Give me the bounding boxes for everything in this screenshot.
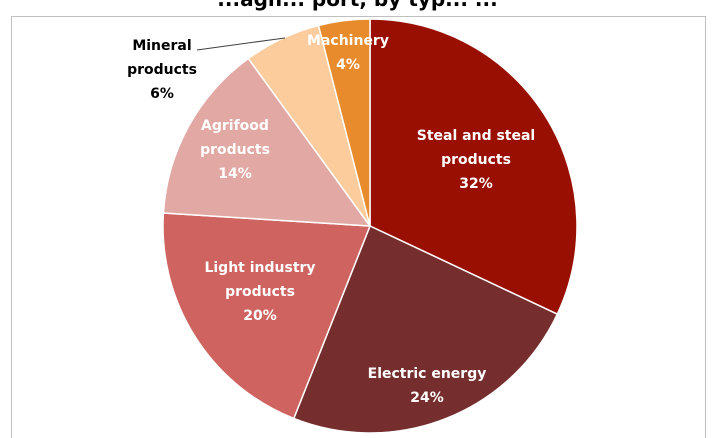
leader-line-4 [196,37,286,51]
chart-frame [11,16,706,438]
slice-label-5-line-1: 4% [336,57,360,73]
slice-label-4-line-0: Mineral [132,38,191,54]
slice-label-2-line-2: 20% [243,308,277,324]
pie-slice-3 [162,57,372,227]
pie-slice-2 [162,212,372,420]
slice-label-2-line-0: Light industry [204,260,315,276]
slice-label-0-line-1: products [441,152,511,168]
slice-label-1-line-0: Electric energy [368,366,487,382]
slice-label-3-line-1: products [200,142,270,158]
slice-label-0-line-0: Steal and steal [417,128,535,144]
slice-label-4-line-2: 6% [150,86,174,102]
pie-slice-0 [369,18,578,316]
slice-label-4-line-1: products [127,62,197,78]
slice-label-5-line-0: Machinery [307,33,389,49]
slice-label-3-line-0: Agrifood [201,118,269,134]
slice-label-3-line-2: 14% [218,166,252,182]
chart-title: ...agn... port, by typ... ... [0,0,715,11]
slice-label-1-line-1: 24% [410,390,444,406]
slice-label-0-line-2: 32% [459,176,493,192]
slice-label-2-line-1: products [225,284,295,300]
pie-slice-1 [292,224,559,434]
pie-slice-5 [317,18,371,227]
